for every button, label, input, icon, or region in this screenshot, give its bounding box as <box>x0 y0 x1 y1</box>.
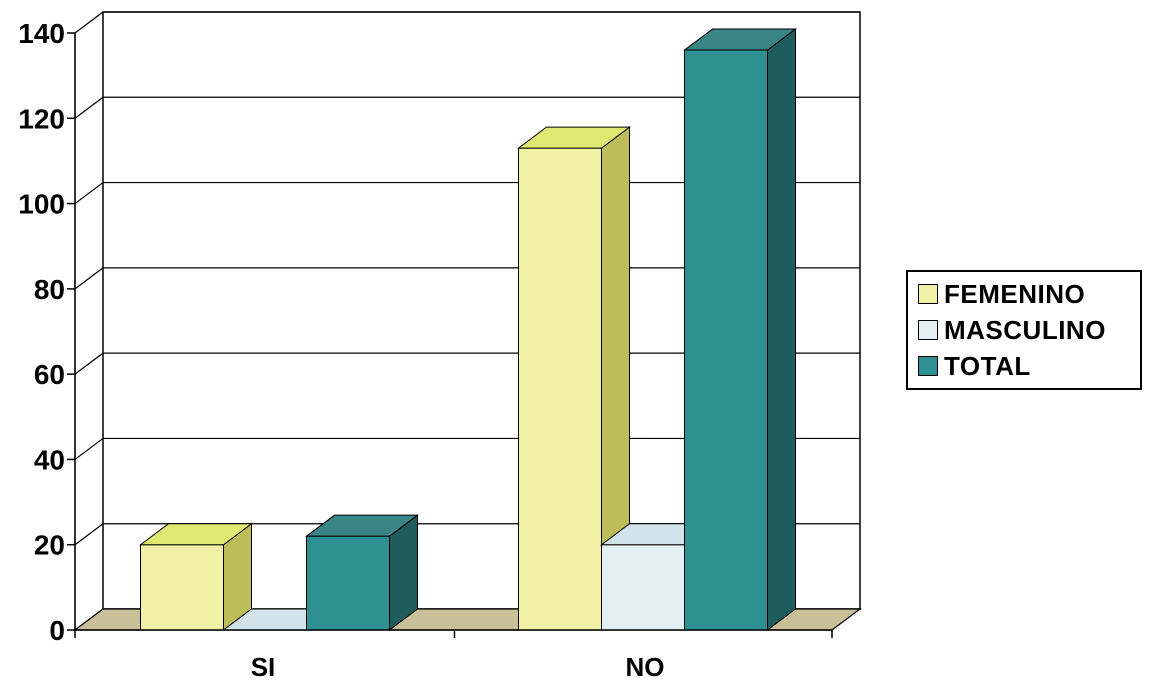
legend-item-femenino: FEMENINO <box>918 276 1140 312</box>
legend: FEMENINO MASCULINO TOTAL <box>906 270 1142 390</box>
y-tick-label: 100 <box>18 189 65 220</box>
gridline-side <box>74 96 104 119</box>
bar-top <box>683 28 797 51</box>
bar-no-total <box>683 28 797 631</box>
legend-swatch <box>918 356 938 376</box>
bar-si-femenino <box>139 522 253 631</box>
y-axis-ticks: 0 20 40 60 80 100 120 140 <box>18 18 75 646</box>
y-tick-label: 40 <box>34 444 65 475</box>
gridline-side <box>74 352 104 375</box>
bar-top <box>517 126 631 149</box>
bar-si-total <box>305 514 419 631</box>
legend-label: MASCULINO <box>944 314 1106 345</box>
bar-side <box>767 28 796 631</box>
axes <box>74 33 832 631</box>
y-tick-label: 80 <box>34 274 65 305</box>
y-tick-label: 140 <box>18 18 65 49</box>
bar-no-femenino <box>517 126 631 631</box>
bar-top <box>305 514 419 537</box>
y-tick-label: 0 <box>49 615 65 646</box>
legend-label: FEMENINO <box>944 278 1086 309</box>
bar-front <box>518 147 602 631</box>
gridline-side <box>74 182 104 205</box>
bar-top <box>139 523 253 546</box>
bars <box>139 28 797 631</box>
gridline-side <box>74 437 104 460</box>
x-label-si: SI <box>251 652 276 682</box>
legend-swatch <box>918 320 938 340</box>
bar-front <box>601 544 685 631</box>
bar-front <box>306 535 390 631</box>
bar-front <box>140 544 224 631</box>
gridline-side <box>74 523 104 546</box>
x-label-no: NO <box>626 652 665 682</box>
y-tick-label: 60 <box>34 359 65 390</box>
legend-item-total: TOTAL <box>918 348 1140 384</box>
gridline-side <box>74 267 104 290</box>
y-tick-label: 20 <box>34 530 65 561</box>
legend-label: TOTAL <box>944 350 1031 381</box>
legend-swatch <box>918 284 938 304</box>
y-tick-label: 120 <box>18 103 65 134</box>
bar-front <box>684 49 768 631</box>
legend-item-masculino: MASCULINO <box>918 312 1140 348</box>
gridline-side <box>74 11 104 34</box>
x-axis-ticks: SI NO <box>74 630 833 682</box>
